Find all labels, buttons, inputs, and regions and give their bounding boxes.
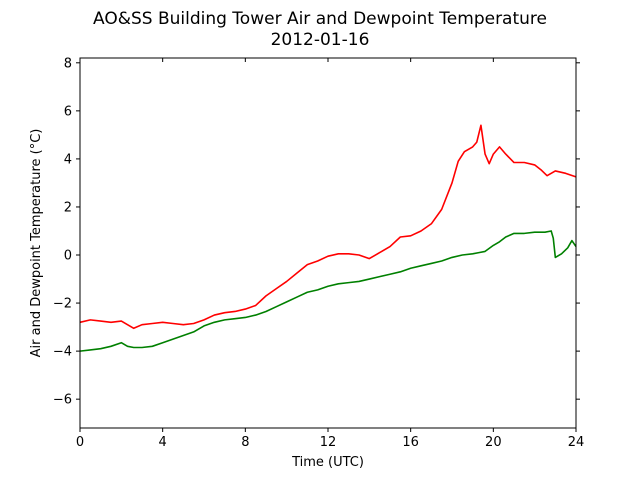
x-tick-label: 0 (76, 435, 84, 450)
chart-title: AO&SS Building Tower Air and Dewpoint Te… (93, 9, 547, 29)
series-line-1 (79, 124, 577, 330)
x-tick-label: 20 (485, 435, 502, 450)
x-tick-label: 8 (241, 435, 249, 450)
y-tick-label: −4 (53, 345, 72, 360)
y-tick-label: −6 (53, 393, 72, 408)
y-tick-label: 6 (64, 104, 72, 119)
x-axis-label: Time (UTC) (291, 455, 364, 470)
chart-subtitle: 2012-01-16 (271, 30, 370, 50)
plot-background (80, 58, 576, 428)
y-tick-label: 8 (64, 56, 72, 71)
y-tick-label: −2 (53, 297, 72, 312)
series-layer (79, 124, 577, 352)
x-tick-label: 12 (320, 435, 337, 450)
plot-area (80, 58, 576, 428)
x-tick-label: 24 (568, 435, 585, 450)
x-tick-label: 4 (159, 435, 167, 450)
y-tick-label: 4 (64, 152, 72, 167)
x-tick-label: 16 (402, 435, 419, 450)
series-line-2 (79, 230, 577, 352)
y-tick-label: 2 (64, 200, 72, 215)
y-axis-label: Air and Dewpoint Temperature (°C) (29, 129, 44, 358)
y-tick-label: 0 (64, 249, 72, 264)
